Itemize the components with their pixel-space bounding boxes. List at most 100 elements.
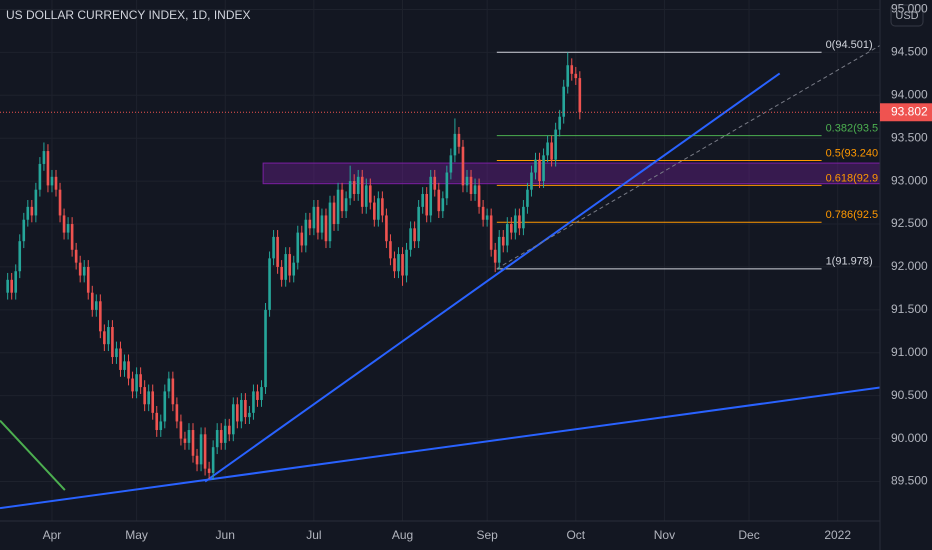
candle-body [183, 438, 187, 443]
currency-label[interactable]: USD [895, 10, 918, 22]
candle-body [522, 206, 525, 229]
candle-body [514, 215, 517, 233]
y-tick-label: 92.000 [891, 259, 928, 273]
fib-label: 0.786(92.5 [826, 209, 879, 221]
candle-body [103, 331, 106, 345]
candle-body [50, 176, 54, 186]
candle-body [264, 309, 267, 388]
candle-body [139, 374, 142, 388]
candle-body [558, 116, 561, 130]
candle-body [538, 159, 541, 182]
candle-body [86, 266, 90, 293]
candle-body [312, 206, 316, 229]
candle-body [175, 404, 179, 422]
candle-body [368, 185, 372, 203]
candle-body [421, 193, 424, 207]
candle-body [453, 133, 457, 156]
candle-body [348, 181, 352, 199]
candle-body [70, 224, 74, 250]
y-tick-label: 93.500 [891, 130, 928, 144]
candle-body [417, 206, 420, 242]
x-tick-label: May [125, 528, 148, 542]
candle-body [473, 185, 477, 194]
candle-body [300, 232, 304, 246]
candle-body [449, 155, 453, 173]
fib-label: 0.382(93.5 [826, 123, 879, 135]
candle-body [171, 378, 175, 405]
y-tick-label: 95.000 [891, 2, 928, 16]
x-tick-label: Nov [654, 528, 675, 542]
candle-body [30, 206, 34, 216]
candle-body [199, 434, 203, 465]
candle-body [429, 176, 433, 216]
candle-body [155, 412, 159, 431]
candle-body [219, 430, 223, 443]
candle-body [127, 361, 130, 379]
x-tick-label: Sep [476, 528, 498, 542]
candle-body [147, 391, 150, 405]
candle-body [10, 279, 13, 293]
drawings [0, 45, 881, 510]
candle-body [546, 142, 549, 156]
candle-body [542, 155, 545, 182]
candle-body [244, 399, 247, 418]
candle-body [38, 163, 42, 190]
y-tick-label: 90.000 [891, 431, 928, 445]
candle-body [493, 249, 497, 263]
candle-body [304, 219, 308, 246]
candle-body [397, 254, 400, 272]
candle-body [14, 271, 18, 293]
zone [262, 162, 881, 185]
candle-body [58, 189, 62, 216]
candle-body [82, 266, 86, 276]
x-tick-label: Jun [216, 528, 235, 542]
candle-body [248, 412, 251, 418]
candle-body [280, 266, 283, 280]
y-tick-label: 93.000 [891, 173, 928, 187]
candle-body [534, 159, 537, 173]
currency-button[interactable] [890, 4, 924, 27]
candle-body [501, 236, 505, 246]
candle-body [191, 430, 195, 456]
candle-body [99, 301, 102, 332]
candle-body [409, 228, 412, 250]
candle-body [505, 224, 509, 246]
candle-body [94, 301, 98, 310]
fib-label: 0(94.501) [826, 39, 873, 51]
candle-body [352, 181, 356, 194]
axes: 89.500 90.000 90.500 91.000 91.500 92.000 92.5… [43, 2, 928, 543]
candle-body [441, 198, 445, 212]
candle-body [510, 224, 513, 233]
candle-body [143, 387, 146, 405]
candle-body [461, 146, 465, 186]
candle-body [381, 198, 384, 216]
candle-body [360, 176, 364, 207]
candle-body [320, 215, 324, 233]
candle-body [195, 455, 199, 465]
fib-label: 1(91.978) [826, 256, 873, 268]
candle-body [211, 447, 215, 473]
candle-body [131, 378, 134, 392]
candle-body [272, 236, 275, 259]
candle-body [236, 404, 239, 422]
candle-body [377, 198, 380, 220]
candle-body [78, 262, 82, 276]
candle-body [465, 176, 469, 186]
candle-body [90, 292, 94, 310]
candle-body [187, 430, 191, 443]
candle-body [260, 387, 263, 400]
candle-body [530, 172, 533, 190]
y-tick-label: 92.500 [891, 216, 928, 230]
candle-body [469, 176, 473, 194]
candle-body [276, 236, 279, 267]
candle-body [445, 172, 449, 199]
candle-body [562, 86, 566, 117]
y-tick-label: 90.500 [891, 388, 928, 402]
candle-body [26, 206, 30, 220]
trendline [204, 72, 781, 483]
candle-body [393, 258, 396, 272]
candle-body [485, 215, 489, 220]
